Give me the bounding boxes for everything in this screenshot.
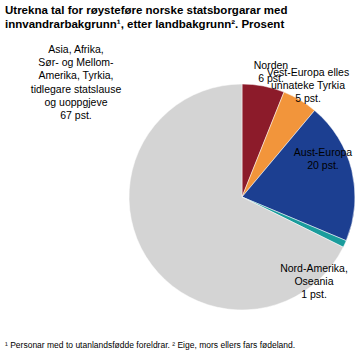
category-label-line: Nord-Amerika, <box>280 262 348 274</box>
pie-slice <box>129 84 343 310</box>
data-label: 1 pst. <box>301 288 327 300</box>
title-line: innvandrarbakgrunn¹, etter landbakgrunn²… <box>5 18 284 30</box>
data-label: 20 pst. <box>307 159 339 171</box>
category-label: Asia, Afrika,Sør- og Mellom-Amerika, Tyr… <box>31 43 122 108</box>
title-line: Utrekna tal for røysteføre norske statsb… <box>5 4 287 16</box>
category-label-line: Vest-Europa elles <box>267 66 349 78</box>
category-label-line: tidlegare statslause <box>31 83 122 95</box>
chart: Utrekna tal for røysteføre norske statsb… <box>0 0 362 356</box>
category-label: Nord-Amerika,Oseania <box>280 262 348 287</box>
category-label-line: Aust-Europa <box>294 146 353 158</box>
category-label: Vest-Europa ellesunnateke Tyrkia <box>267 66 349 91</box>
category-label-line: Asia, Afrika, <box>48 43 103 55</box>
footnote: ¹ Personar med to utanlandsfødde foreldr… <box>5 340 295 350</box>
data-label: 67 pst. <box>60 109 92 121</box>
category-label-line: og uoppgjeve <box>44 96 107 108</box>
category-label-line: Oseania <box>294 275 333 287</box>
category-label-line: unnateke Tyrkia <box>271 79 345 91</box>
category-label: Aust-Europa <box>294 146 353 158</box>
pie <box>129 84 355 310</box>
title: Utrekna tal for røysteføre norske statsb… <box>5 4 287 30</box>
data-label: 5 pst. <box>295 92 321 104</box>
category-label-line: Amerika, Tyrkia, <box>38 69 113 81</box>
category-label-line: Sør- og Mellom- <box>38 56 114 68</box>
